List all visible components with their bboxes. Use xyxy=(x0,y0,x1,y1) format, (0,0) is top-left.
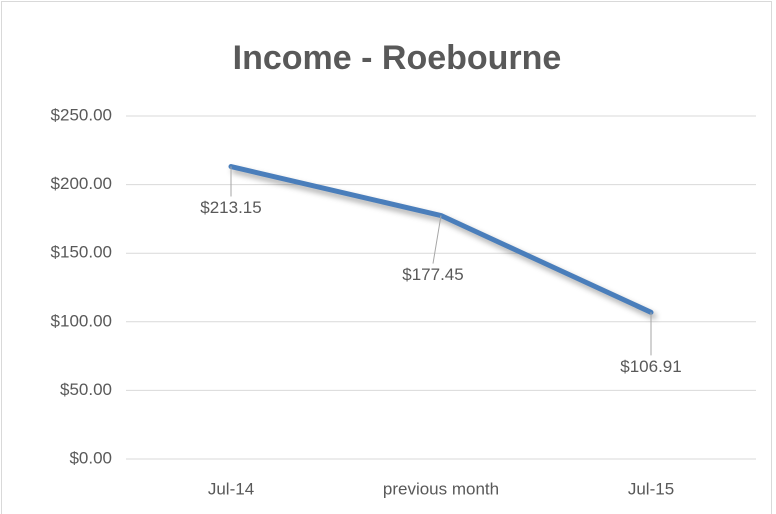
y-tick-label: $200.00 xyxy=(51,174,112,193)
x-tick-label: Jul-15 xyxy=(628,479,674,498)
data-label: $106.91 xyxy=(620,357,681,376)
x-tick-label: Jul-14 xyxy=(208,479,254,498)
data-label: $213.15 xyxy=(200,198,261,217)
data-label: $177.45 xyxy=(402,265,463,284)
x-tick-label: previous month xyxy=(383,479,499,498)
y-tick-label: $50.00 xyxy=(60,380,112,399)
y-tick-label: $0.00 xyxy=(69,448,112,467)
y-tick-label: $100.00 xyxy=(51,311,112,330)
y-tick-label: $150.00 xyxy=(51,243,112,262)
chart-title: Income - Roebourne xyxy=(233,39,562,77)
leader-line xyxy=(432,215,442,264)
y-tick-label: $250.00 xyxy=(51,105,112,124)
